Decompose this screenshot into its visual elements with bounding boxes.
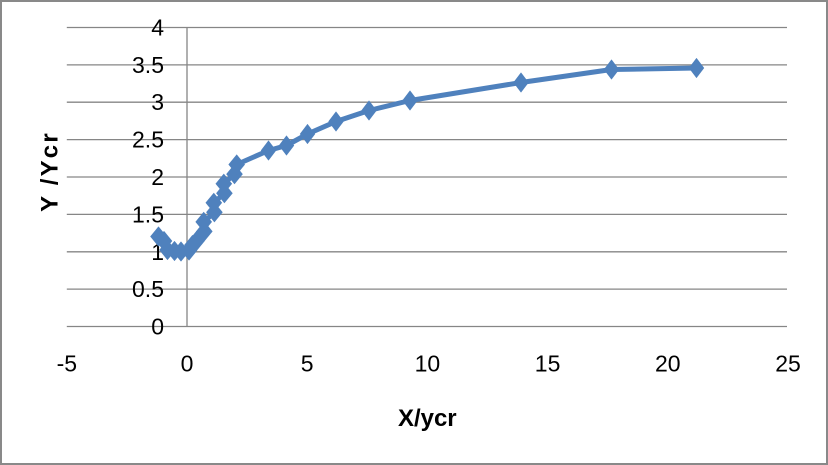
svg-text:0: 0 bbox=[181, 351, 194, 377]
svg-text:1.5: 1.5 bbox=[132, 201, 164, 227]
svg-text:3.5: 3.5 bbox=[132, 52, 164, 78]
svg-text:2: 2 bbox=[151, 164, 164, 190]
svg-text:4: 4 bbox=[151, 15, 164, 41]
svg-text:2.5: 2.5 bbox=[132, 127, 164, 153]
svg-text:Y /Ycr: Y /Ycr bbox=[37, 131, 64, 212]
svg-text:-5: -5 bbox=[57, 351, 77, 377]
svg-text:X/ycr: X/ycr bbox=[398, 405, 457, 432]
svg-text:0.5: 0.5 bbox=[132, 276, 164, 302]
svg-text:15: 15 bbox=[535, 351, 561, 377]
svg-text:3: 3 bbox=[151, 89, 164, 115]
svg-text:25: 25 bbox=[775, 351, 801, 377]
svg-text:5: 5 bbox=[301, 351, 314, 377]
svg-text:20: 20 bbox=[655, 351, 681, 377]
svg-text:10: 10 bbox=[415, 351, 441, 377]
svg-text:0: 0 bbox=[151, 314, 164, 340]
